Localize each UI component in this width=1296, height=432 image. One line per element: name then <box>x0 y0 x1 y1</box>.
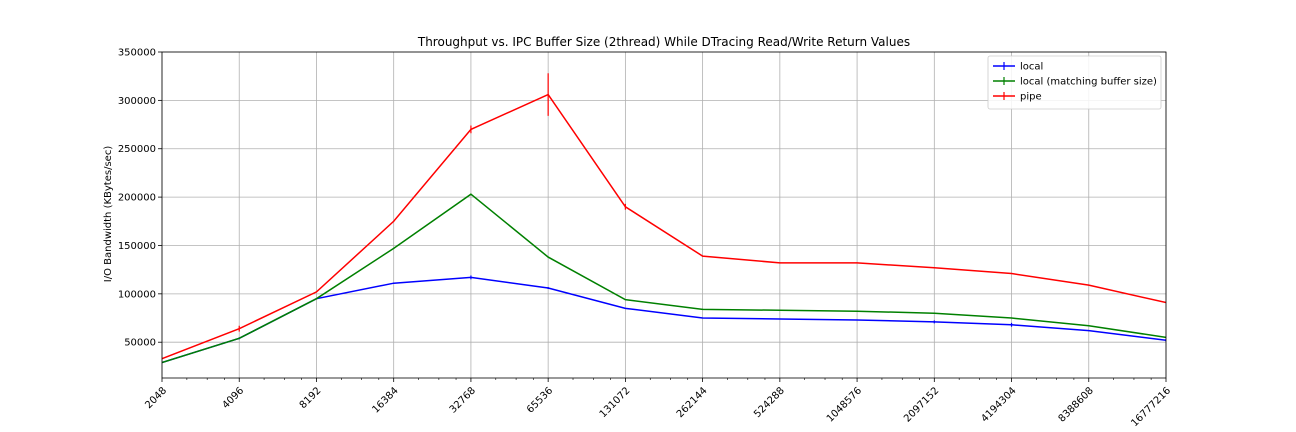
x-tick-label: 131072 <box>598 385 633 420</box>
x-tick-label: 32768 <box>448 385 478 415</box>
legend-entry: pipe <box>1020 92 1042 103</box>
series-line-0 <box>162 276 1166 364</box>
series-lines <box>162 73 1166 364</box>
y-tick-label: 250000 <box>118 144 156 155</box>
x-tick-label: 8388608 <box>1057 385 1096 424</box>
y-tick-label: 100000 <box>118 289 156 300</box>
legend: local local (matching buffer size) pipe <box>987 55 1162 110</box>
y-tick-label: 300000 <box>118 96 156 107</box>
x-tick-label: 4194304 <box>979 385 1018 424</box>
x-tick-label: 8192 <box>298 385 324 411</box>
x-tick-label: 16384 <box>370 385 400 415</box>
plot-frame <box>161 51 1167 379</box>
series-line-2 <box>162 93 1166 360</box>
y-tick-label: 350000 <box>118 48 156 59</box>
series-line-1 <box>162 193 1166 364</box>
legend-entry: local (matching buffer size) <box>1020 77 1157 88</box>
x-tick-label: 262144 <box>675 385 710 420</box>
x-tick-label: 4096 <box>221 385 247 411</box>
y-tick-label: 200000 <box>118 193 156 204</box>
y-axis-label: I/O Bandwidth (KBytes/sec) <box>103 146 114 283</box>
x-tick-label: 16777216 <box>1129 385 1173 429</box>
x-tick-label: 1048576 <box>825 385 864 424</box>
x-tick-label: 524288 <box>752 385 787 420</box>
y-tick-label: 50000 <box>124 338 156 349</box>
legend-entry: local <box>1020 62 1043 73</box>
x-tick-label: 2097152 <box>902 385 941 424</box>
y-tick-label: 150000 <box>118 241 156 252</box>
x-tick-label: 65536 <box>525 385 555 415</box>
chart-title: Throughput vs. IPC Buffer Size (2thread)… <box>417 35 910 49</box>
legend-box <box>987 55 1162 110</box>
x-tick-label: 2048 <box>143 385 169 411</box>
